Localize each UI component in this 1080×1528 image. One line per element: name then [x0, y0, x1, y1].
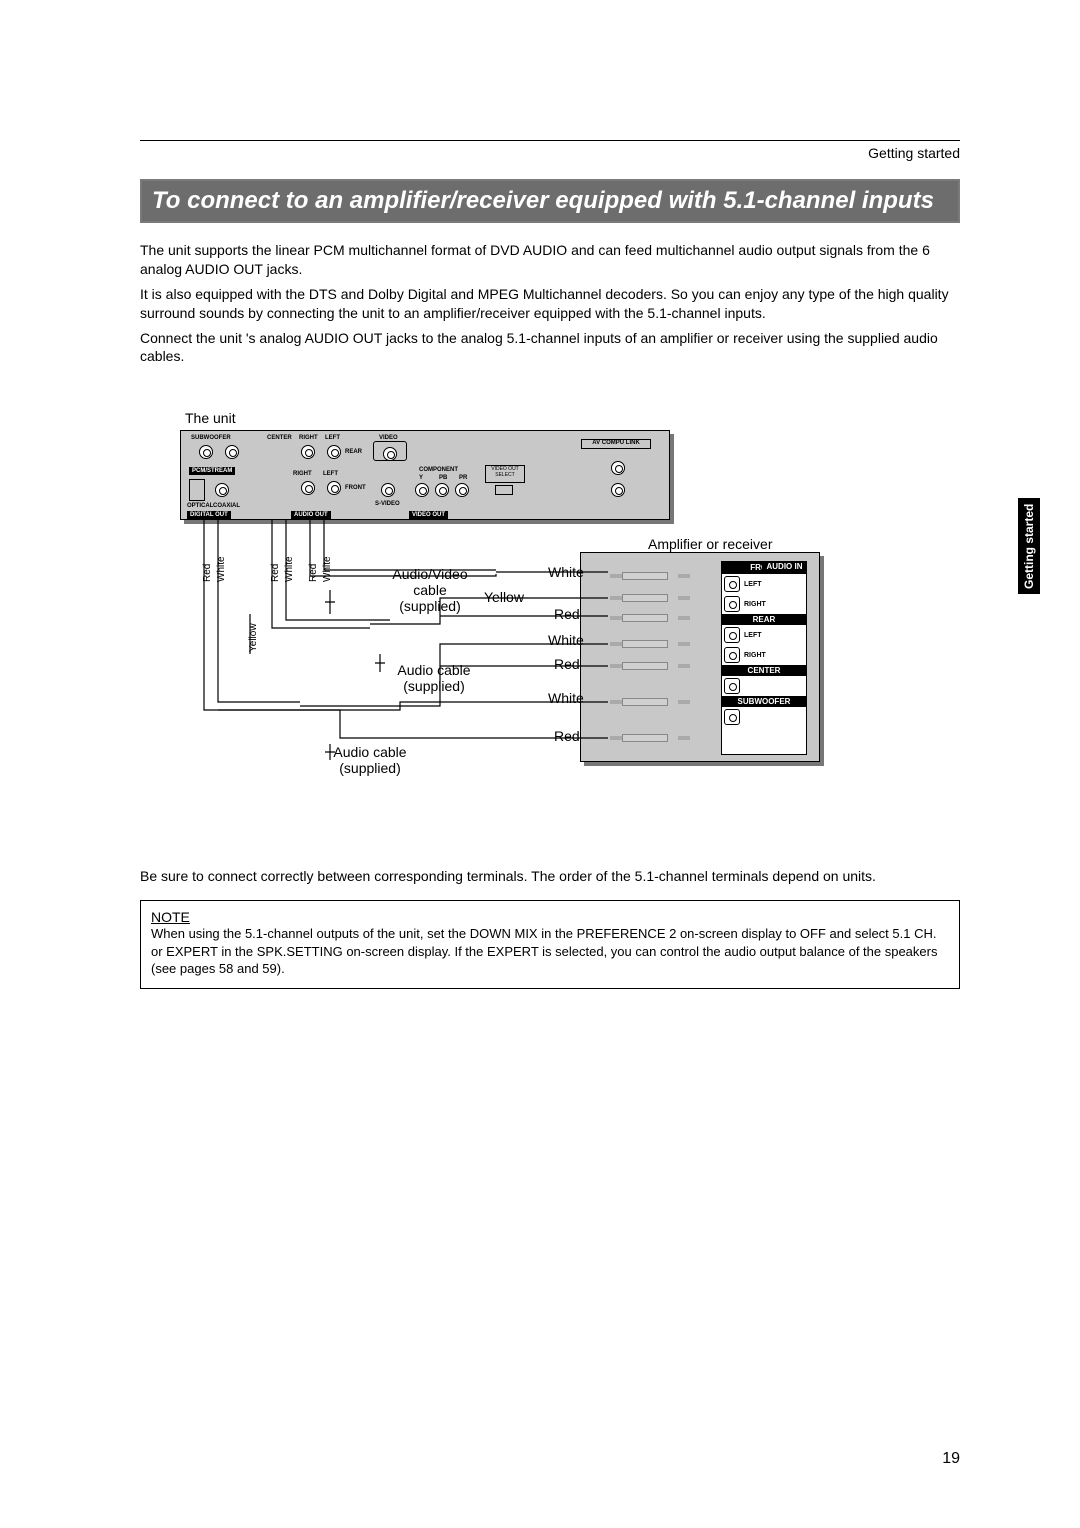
video-out-select: VIDEO OUT SELECT [485, 465, 525, 483]
cable-label-audio1: Audio cable (supplied) [374, 662, 494, 694]
amp-rear-left-row: LEFT [722, 625, 806, 645]
section-title: To connect to an amplifier/receiver equi… [142, 181, 958, 221]
label-front-grp: FRONT [345, 485, 366, 491]
paragraph-2: It is also equipped with the DTS and Dol… [140, 285, 960, 323]
jack-front-r [301, 481, 315, 495]
label-subwoofer: SUBWOOFER [191, 435, 231, 441]
vlabel-0: Red [202, 564, 213, 582]
label-video-out: VIDEO OUT [409, 511, 448, 519]
page-number: 19 [942, 1450, 960, 1468]
unit-label: The unit [185, 410, 236, 426]
rc-2: Red [554, 606, 580, 622]
plug-front-l [610, 572, 680, 580]
plug-sub [610, 734, 680, 742]
label-center: CENTER [267, 435, 292, 441]
label-digital-out: DIGITAL OUT [187, 511, 231, 519]
vlabel-6: Yellow [248, 624, 259, 653]
amp-rear-rightbottom: RIGHT [722, 645, 806, 665]
connection-diagram: The unit SUBWOOFER CENTER RIGHT LEFT REA… [140, 414, 960, 844]
jack-subwoofer [199, 445, 213, 459]
caution-text: Be sure to connect correctly between cor… [140, 868, 960, 884]
label-coaxial: COAXIAL [213, 503, 240, 509]
rc-3: White [548, 632, 584, 648]
label-pb: PB [439, 475, 447, 481]
label-rear: REAR [345, 449, 362, 455]
rc-4: Red [554, 656, 580, 672]
amp-front-left-row: LEFT [722, 574, 806, 594]
av-compu-link: AV COMPU LINK [581, 439, 651, 449]
amp-front-right-row: RIGHT [722, 594, 806, 614]
label-y: Y [419, 475, 423, 481]
plug-yellow [610, 594, 680, 602]
vlabel-1: White [216, 557, 227, 583]
jack-center-out [225, 445, 239, 459]
label-svideo: S-VIDEO [375, 501, 400, 507]
label-component: COMPONENT [419, 467, 458, 473]
cable-label-audio2: Audio cable (supplied) [310, 744, 430, 776]
amp-audio-in-block: FRONT AUDIO IN LEFT RIGHT REAR LEFT RIGH… [721, 561, 807, 755]
label-video: VIDEO [379, 435, 398, 441]
amp-label: Amplifier or receiver [648, 536, 772, 552]
vlabel-2: Red [270, 564, 281, 582]
jack-pb [435, 483, 449, 497]
jack-av1 [611, 461, 625, 475]
label-optical: OPTICAL [187, 503, 213, 509]
vlabel-3: White [284, 557, 295, 583]
vlabel-5: White [322, 557, 333, 583]
jack-front-l [327, 481, 341, 495]
amp-center-hdr: CENTER [722, 665, 806, 676]
side-tab: Getting started [1018, 498, 1040, 594]
top-rule [140, 140, 960, 141]
jack-svideo [381, 483, 395, 497]
plug-center [610, 698, 680, 706]
jack-av2 [611, 483, 625, 497]
section-title-bar: To connect to an amplifier/receiver equi… [140, 179, 960, 223]
jack-coax [215, 483, 229, 497]
rc-6: Red [554, 728, 580, 744]
amp-sub-hdr: SUBWOOFER [722, 696, 806, 707]
plug-rear-l [610, 640, 680, 648]
plug-rear-r [610, 662, 680, 670]
jack-pr [455, 483, 469, 497]
label-left: LEFT [325, 435, 340, 441]
label-right: RIGHT [299, 435, 318, 441]
cable-label-av: Audio/Video cable (supplied) [370, 566, 490, 614]
label-right2: RIGHT [293, 471, 312, 477]
switch-icon [495, 485, 513, 495]
vlabel-4: Red [308, 564, 319, 582]
note-body: When using the 5.1-channel outputs of th… [151, 925, 949, 978]
jack-y [415, 483, 429, 497]
paragraph-3: Connect the unit 's analog AUDIO OUT jac… [140, 329, 960, 367]
paragraph-1: The unit supports the linear PCM multich… [140, 241, 960, 279]
label-audio-out: AUDIO OUT [291, 511, 331, 519]
unit-rear-panel: SUBWOOFER CENTER RIGHT LEFT REAR PCM/STR… [180, 430, 670, 520]
note-heading: NOTE [151, 909, 949, 925]
label-pcm-stream: PCM/STREAM [189, 467, 235, 475]
label-left2: LEFT [323, 471, 338, 477]
breadcrumb: Getting started [140, 145, 960, 161]
amp-sub-row [722, 707, 806, 727]
note-box: NOTE When using the 5.1-channel outputs … [140, 900, 960, 989]
amp-rear-hdr: REAR [722, 614, 806, 625]
label-pr: PR [459, 475, 467, 481]
amp-center-row [722, 676, 806, 696]
rc-5: White [548, 690, 584, 706]
rc-0: White [548, 564, 584, 580]
jack-top-right [301, 445, 315, 459]
jack-top-left [327, 445, 341, 459]
optical-port [189, 479, 205, 501]
amp-audio-in-hdr: AUDIO IN [762, 561, 807, 572]
amp-panel: FRONT AUDIO IN LEFT RIGHT REAR LEFT RIGH… [580, 552, 820, 762]
plug-front-r [610, 614, 680, 622]
